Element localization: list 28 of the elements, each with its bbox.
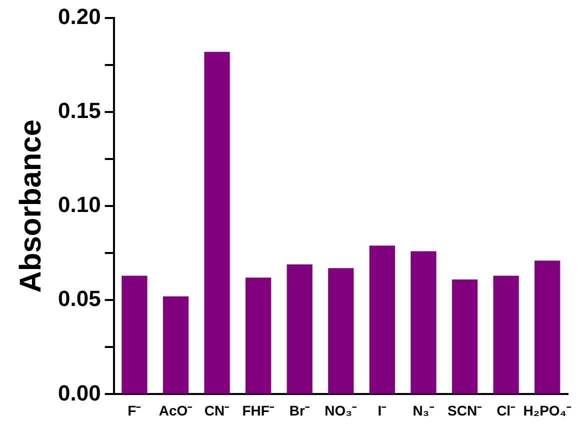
y-tick-label: 0.10 <box>58 192 101 218</box>
x-tick-label: AcO⁻ <box>158 402 193 418</box>
bar <box>534 260 560 394</box>
x-tick-label: Cl⁻ <box>496 402 516 418</box>
bar <box>286 264 312 394</box>
x-tick-label: F⁻ <box>128 402 142 418</box>
x-tick-label: Br⁻ <box>289 402 310 418</box>
y-axis-title: Absorbance <box>14 119 48 293</box>
y-tick-label: 0.20 <box>58 4 101 30</box>
bar <box>493 276 519 394</box>
bar <box>328 268 354 394</box>
x-tick-label: SCN⁻ <box>447 402 482 418</box>
bar <box>410 251 436 394</box>
x-tick-label: NO₃⁻ <box>324 402 358 418</box>
bar <box>162 296 189 394</box>
x-tick-label: I⁻ <box>378 402 387 418</box>
y-tick-label: 0.00 <box>58 380 101 406</box>
x-tick-label: H₂PO₄⁻ <box>523 402 572 418</box>
bar <box>452 279 478 394</box>
bar <box>122 276 148 394</box>
x-tick-label: CN⁻ <box>204 402 230 418</box>
x-tick-label: FHF⁻ <box>242 402 274 418</box>
bar <box>369 246 395 394</box>
y-tick-label: 0.05 <box>58 286 101 312</box>
bar <box>246 278 272 394</box>
bar <box>204 52 230 394</box>
y-tick-label: 0.15 <box>58 98 101 124</box>
x-tick-label: N₃⁻ <box>412 402 434 418</box>
